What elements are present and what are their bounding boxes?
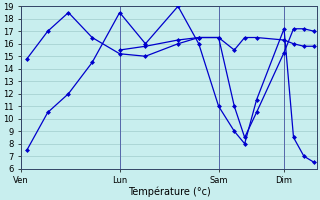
X-axis label: Température (°c): Température (°c): [128, 187, 211, 197]
